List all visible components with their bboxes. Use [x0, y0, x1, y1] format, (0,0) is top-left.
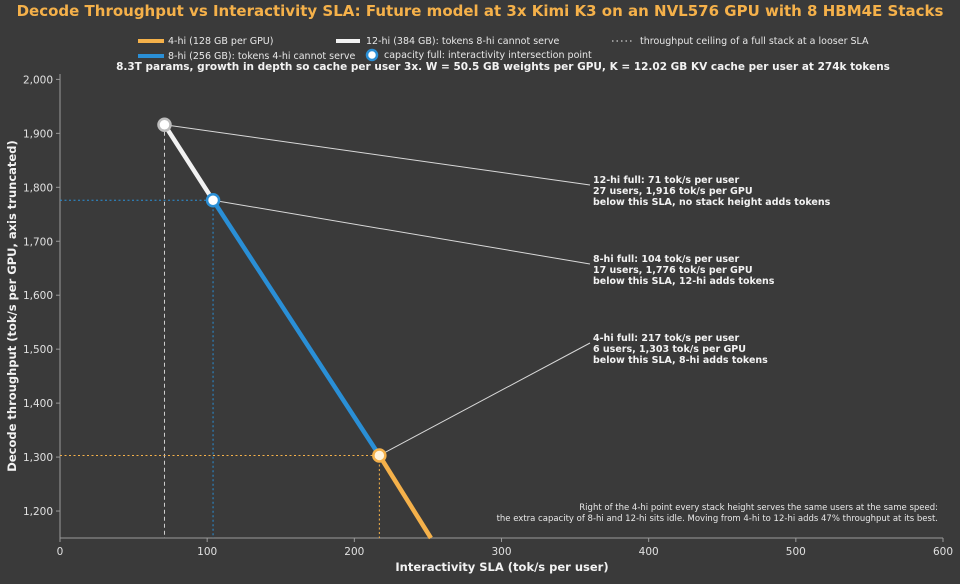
- axes: [59, 74, 943, 539]
- x-tick-label: 500: [786, 546, 806, 558]
- y-tick-label: 1,600: [23, 290, 53, 302]
- intersection-marker: [157, 117, 172, 132]
- annotation-text: below this SLA, 8-hi adds tokens: [593, 355, 768, 366]
- annotation-text: below this SLA, no stack height adds tok…: [593, 197, 831, 208]
- y-tick-label: 1,700: [23, 236, 53, 248]
- annotation-leader: [164, 124, 591, 186]
- y-tick-label: 1,300: [23, 452, 53, 464]
- annotation-text: 17 users, 1,776 tok/s per GPU: [593, 265, 753, 276]
- legend: 4-hi (128 GB per GPU) 12-hi (384 GB): to…: [138, 36, 869, 62]
- footnote-line-1: Right of the 4-hi point every stack heig…: [579, 503, 938, 513]
- y-tick-label: 1,400: [23, 398, 53, 410]
- x-tick-label: 100: [197, 546, 217, 558]
- y-tick-label: 1,500: [23, 344, 53, 356]
- series-line: [162, 123, 215, 202]
- annotation-leader: [379, 342, 591, 456]
- annotation-text: 12-hi full: 71 tok/s per user: [593, 175, 739, 186]
- legend-label-8hi: 8-hi (256 GB): tokens 4-hi cannot serve: [168, 51, 355, 62]
- annotation-leader: [212, 199, 591, 265]
- legend-label-intersection: capacity full: interactivity intersectio…: [384, 50, 592, 61]
- x-tick-label: 300: [491, 546, 511, 558]
- chart-subtitle: 8.3T params, growth in depth so cache pe…: [116, 61, 890, 73]
- legend-marker-intersection: [365, 48, 379, 62]
- x-tick-label: 400: [639, 546, 659, 558]
- series-line: [377, 454, 433, 540]
- x-tick-label: 200: [344, 546, 364, 558]
- x-tick-label: 600: [933, 546, 953, 558]
- y-ticks: 1,200 1,300 1,400 1,500 1,600 1,700 1,800 1,900…: [23, 74, 60, 518]
- legend-label-ceiling: throughput ceiling of a full stack at a …: [640, 36, 869, 47]
- footnote-line-2: the extra capacity of 8-hi and 12-hi sit…: [497, 514, 938, 524]
- y-tick-label: 1,800: [23, 182, 53, 194]
- annotation-text: 6 users, 1,303 tok/s per GPU: [593, 344, 746, 355]
- series-lines: [162, 123, 433, 540]
- x-ticks: 0 100 200 300 400 500 600: [57, 538, 953, 558]
- y-tick-label: 1,900: [23, 128, 53, 140]
- intersection-marker: [205, 193, 221, 208]
- series-line: [211, 199, 382, 457]
- legend-label-12hi: 12-hi (384 GB): tokens 8-hi cannot serve: [366, 36, 560, 47]
- y-tick-label: 1,200: [23, 506, 53, 518]
- x-tick-label: 0: [57, 546, 64, 558]
- annotation-leaders: [164, 124, 591, 456]
- intersection-markers: [157, 117, 387, 463]
- x-axis-title: Interactivity SLA (tok/s per user): [395, 560, 608, 574]
- annotation-text: below this SLA, 12-hi adds tokens: [593, 276, 775, 287]
- y-tick-label: 2,000: [23, 74, 53, 86]
- y-axis-title: Decode throughput (tok/s per GPU, axis t…: [5, 140, 19, 471]
- annotation-text: 4-hi full: 217 tok/s per user: [593, 333, 739, 344]
- chart-title: Decode Throughput vs Interactivity SLA: …: [17, 2, 944, 20]
- annotation-text: 8-hi full: 104 tok/s per user: [593, 254, 739, 265]
- legend-label-4hi: 4-hi (128 GB per GPU): [168, 36, 273, 47]
- annotation-text: 27 users, 1,916 tok/s per GPU: [593, 186, 753, 197]
- ceiling-guides: [60, 124, 380, 538]
- intersection-marker: [372, 448, 387, 463]
